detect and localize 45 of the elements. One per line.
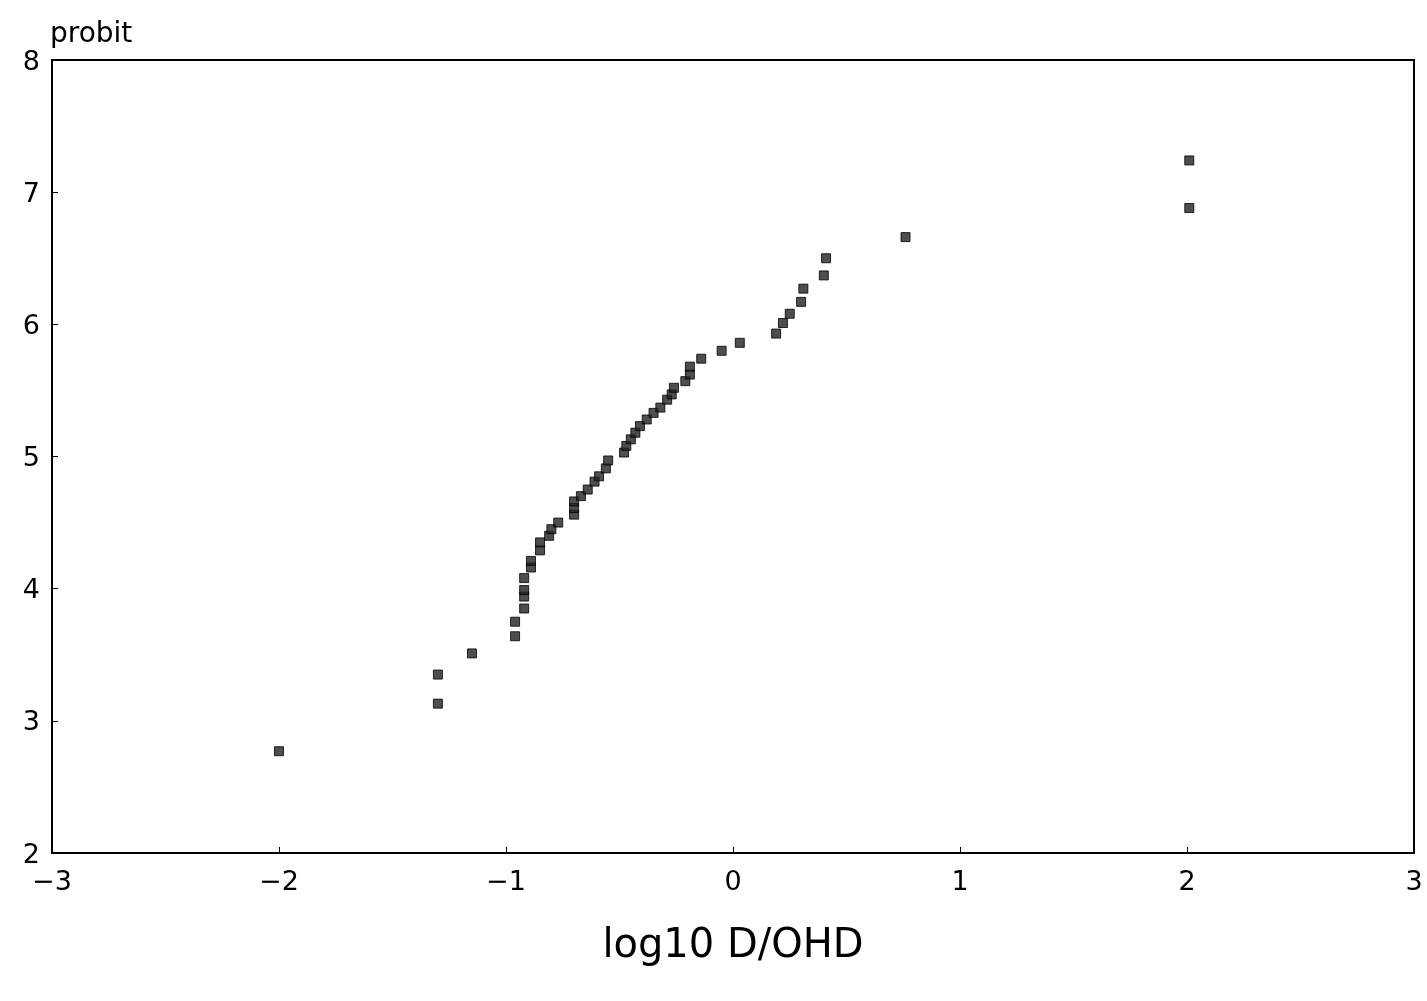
point: [432, 669, 443, 680]
point: [535, 537, 546, 548]
x-tick-label: 1: [951, 865, 969, 896]
x-tick-label: −2: [259, 865, 299, 896]
point: [798, 283, 809, 294]
y-axis-title: probit: [50, 15, 133, 49]
point: [821, 253, 832, 264]
point: [716, 345, 727, 356]
y-tick-label: 4: [22, 573, 40, 605]
y-tick-label: 6: [22, 308, 40, 340]
y-tick-label: 5: [22, 441, 40, 472]
point: [777, 318, 788, 329]
y-tick-label: 8: [22, 44, 40, 76]
x-tick-label: 2: [1178, 865, 1196, 896]
x-tick-label: 0: [724, 865, 742, 896]
point: [525, 555, 536, 566]
point: [655, 402, 666, 413]
point: [818, 270, 829, 281]
point: [734, 337, 745, 348]
point: [519, 573, 530, 584]
point: [696, 353, 707, 364]
point: [519, 584, 530, 595]
y-tick-label: 7: [22, 176, 40, 208]
point: [466, 648, 477, 659]
point: [771, 328, 782, 339]
point: [510, 631, 521, 642]
point: [668, 382, 679, 393]
y-tick-label: 3: [22, 705, 40, 737]
point: [900, 232, 911, 243]
point: [603, 455, 614, 466]
x-tick-label: −1: [486, 865, 526, 896]
point: [1184, 155, 1195, 166]
point: [684, 361, 695, 372]
point: [274, 746, 284, 757]
point: [1184, 203, 1195, 214]
point: [432, 698, 443, 709]
x-tick-label: 3: [1405, 865, 1423, 896]
point: [519, 603, 530, 614]
point: [582, 484, 593, 495]
x-axis-title: log10 D/OHD: [602, 920, 864, 966]
point: [784, 308, 795, 319]
point: [796, 296, 807, 307]
point: [510, 616, 521, 627]
point: [553, 517, 564, 528]
point: [594, 471, 605, 482]
